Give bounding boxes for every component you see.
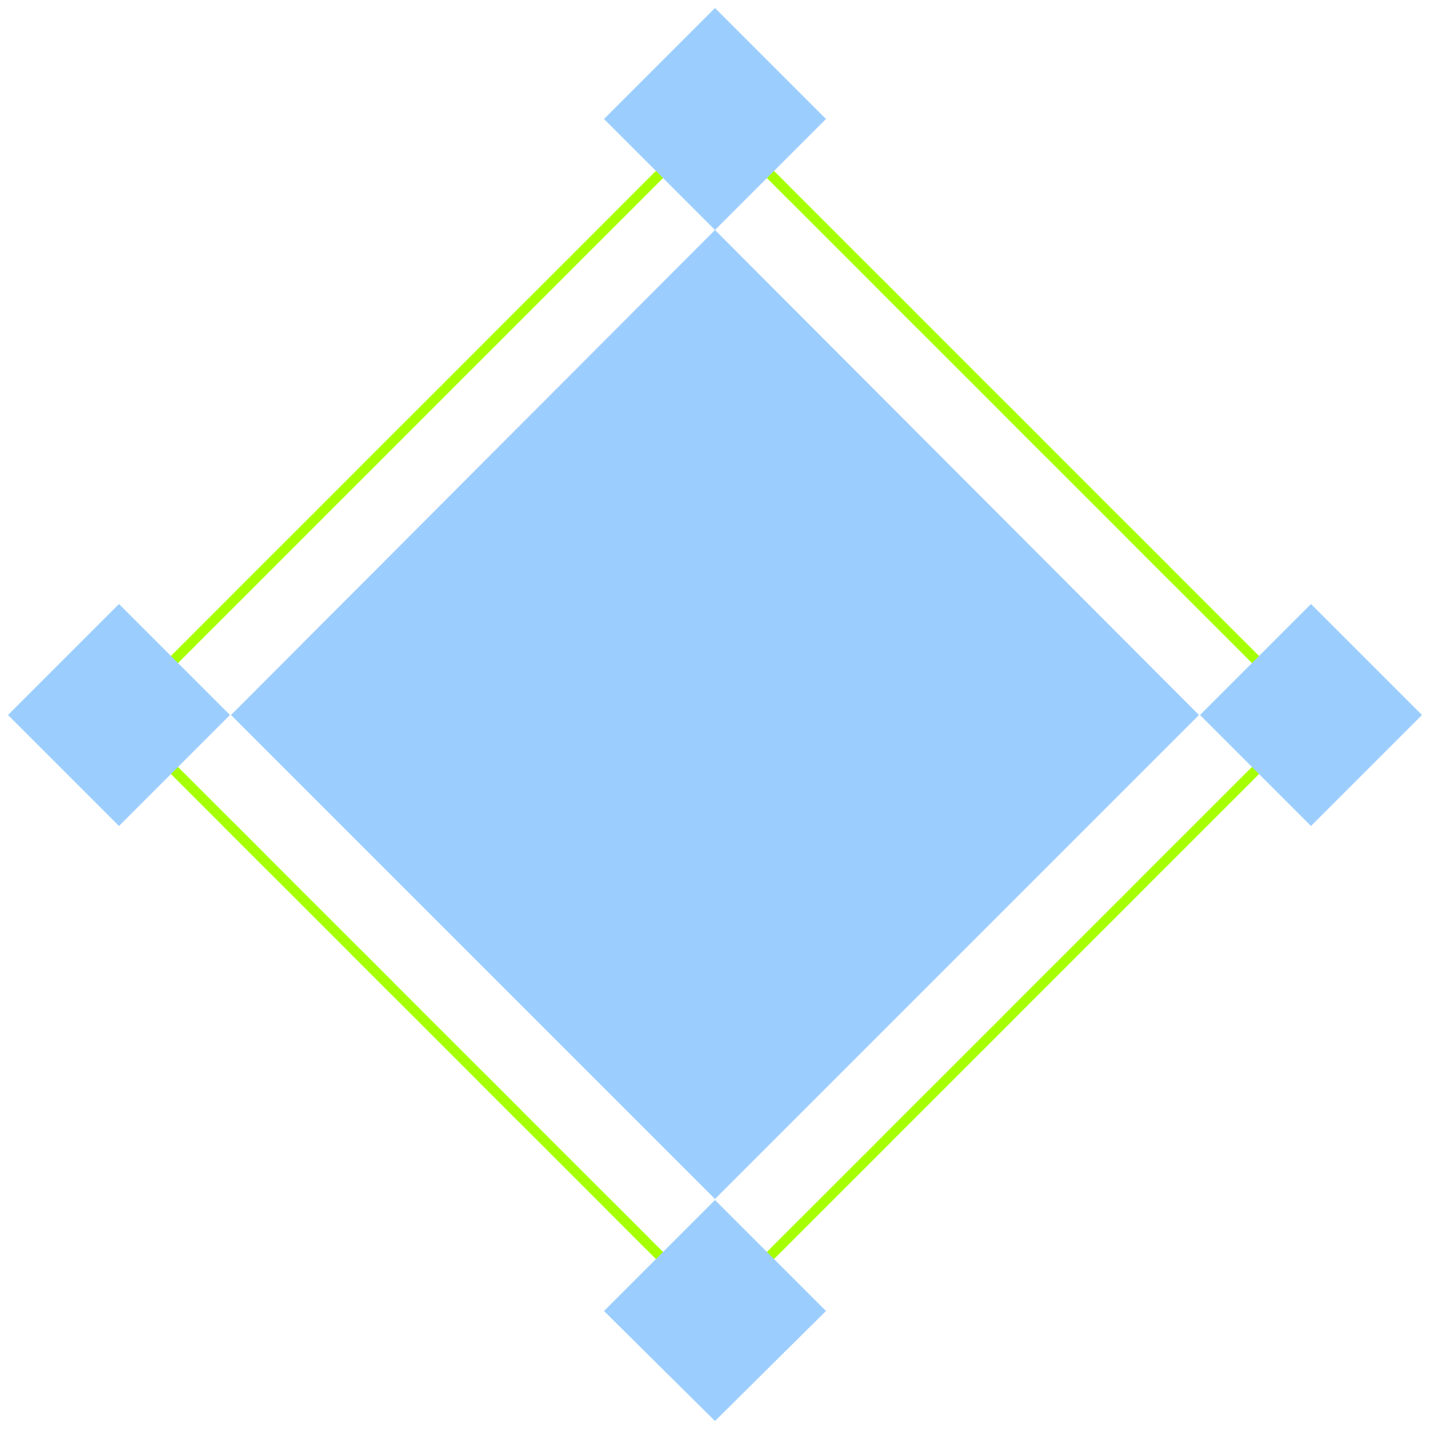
edge-left-top bbox=[115, 115, 719, 719]
handle-top[interactable] bbox=[604, 8, 826, 230]
edge-right-bottom bbox=[711, 711, 1315, 1315]
center-diamond bbox=[231, 230, 1199, 1199]
outline-edges bbox=[115, 115, 1315, 1315]
handle-right[interactable] bbox=[1200, 604, 1422, 826]
handle-left[interactable] bbox=[8, 604, 230, 826]
edge-bottom-left bbox=[115, 711, 719, 1315]
edge-top-right bbox=[711, 115, 1315, 719]
handle-bottom[interactable] bbox=[604, 1200, 826, 1421]
